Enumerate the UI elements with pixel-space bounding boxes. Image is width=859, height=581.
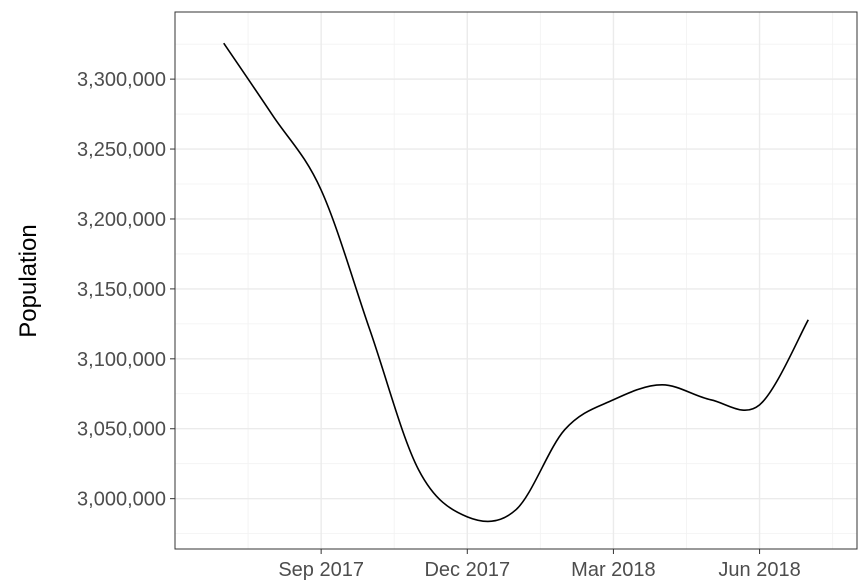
y-tick-label: 3,100,000	[77, 349, 166, 371]
y-axis-label: Population	[15, 224, 42, 337]
y-tick-label: 3,050,000	[77, 419, 166, 441]
x-tick-label: Jun 2018	[718, 559, 800, 581]
line	[223, 42, 809, 523]
x-tick-label: Dec 2017	[424, 559, 510, 581]
y-tick-label: 3,150,000	[77, 279, 166, 301]
y-tick-label: 3,300,000	[77, 69, 166, 91]
x-tick-label: Mar 2018	[571, 559, 656, 581]
y-tick-label: 3,250,000	[77, 139, 166, 161]
panel-border	[174, 11, 858, 550]
x-tick-label: Sep 2017	[278, 559, 364, 581]
y-tick-label: 3,200,000	[77, 209, 166, 231]
y-tick-label: 3,000,000	[77, 489, 166, 511]
